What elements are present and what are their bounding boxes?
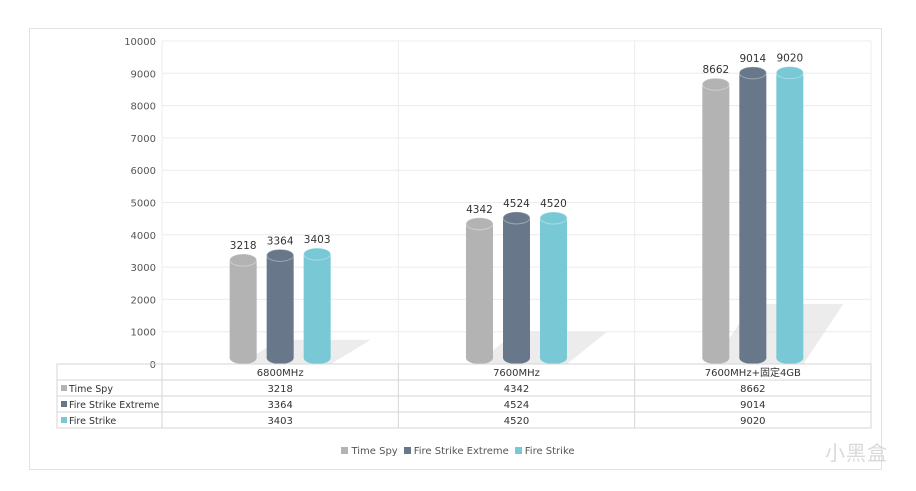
bar-bottom-cap <box>776 352 804 364</box>
watermark-logo: 小黑盒 <box>825 437 888 466</box>
legend-label: Fire Strike Extreme <box>413 446 509 457</box>
bar <box>540 218 567 358</box>
y-tick-label: 3000 <box>131 263 156 274</box>
data-label: 3218 <box>230 240 257 252</box>
data-label: 3364 <box>267 235 294 247</box>
table-cell: 4524 <box>504 400 529 411</box>
data-label: 4342 <box>466 204 493 216</box>
table-series-label: Fire Strike <box>69 416 116 427</box>
bar-top-cap <box>775 66 804 80</box>
table-cell: 9014 <box>740 400 765 411</box>
bar-bottom-cap <box>739 352 767 364</box>
table-cell: 3364 <box>267 400 292 411</box>
legend-item: Time Spy <box>341 446 398 457</box>
bar <box>466 223 493 358</box>
watermark-text: 小黑盒 <box>825 441 888 465</box>
x-tick-label: 6800MHz <box>257 368 304 379</box>
y-tick-label: 0 <box>150 360 156 371</box>
data-label: 9020 <box>776 53 803 65</box>
bar <box>503 217 530 358</box>
table-series-label: Time Spy <box>68 384 113 395</box>
y-tick-label: 5000 <box>131 199 156 210</box>
table-cell: 3218 <box>267 384 292 395</box>
bar-top-cap <box>266 248 295 262</box>
legend-label: Time Spy <box>351 446 398 457</box>
bar <box>776 72 804 359</box>
y-tick-label: 8000 <box>131 102 156 113</box>
bar-top-cap <box>229 253 258 267</box>
y-tick-label: 4000 <box>131 231 156 242</box>
bar <box>229 260 257 358</box>
table-legend-key <box>61 401 67 407</box>
table-cell: 3403 <box>267 416 292 427</box>
y-tick-label: 2000 <box>131 295 156 306</box>
table-legend-key <box>61 417 67 423</box>
bar-top-cap <box>701 77 730 91</box>
bar-top-cap <box>465 217 494 231</box>
legend-item: Fire Strike Extreme <box>403 446 509 457</box>
table-cell: 8662 <box>740 384 765 395</box>
y-tick-label: 10000 <box>124 37 156 48</box>
bar <box>303 254 331 358</box>
legend-item: Fire Strike <box>514 446 575 457</box>
table-cell: 4342 <box>504 384 529 395</box>
table-cell: 9020 <box>740 416 765 427</box>
legend-label: Fire Strike <box>524 446 575 457</box>
y-tick-label: 7000 <box>131 134 156 145</box>
data-label: 3403 <box>304 234 331 246</box>
bar-bottom-cap <box>540 352 567 364</box>
table-cell: 4520 <box>504 416 529 427</box>
y-tick-label: 1000 <box>131 328 156 339</box>
y-tick-label: 9000 <box>131 69 156 80</box>
bar-bottom-cap <box>503 352 530 364</box>
table-legend-key <box>61 385 67 391</box>
data-label: 4524 <box>503 198 530 210</box>
bar-bottom-cap <box>266 352 294 364</box>
legend-swatch <box>341 447 349 454</box>
bar <box>739 72 767 358</box>
x-tick-label: 7600MHz <box>493 368 540 379</box>
chart-frame <box>29 28 882 470</box>
legend-swatch <box>403 447 411 454</box>
data-label: 9014 <box>739 53 766 65</box>
y-tick-label: 6000 <box>131 166 156 177</box>
data-label: 8662 <box>702 64 729 76</box>
table-series-label: Fire Strike Extreme <box>69 400 159 411</box>
chart-legend: Time Spy Fire Strike Extreme Fire Strike <box>0 446 916 457</box>
x-tick-label: 7600MHz+固定4GB <box>705 366 801 379</box>
bar-bottom-cap <box>229 352 257 364</box>
bar-bottom-cap <box>466 352 493 364</box>
data-label: 4520 <box>540 198 567 210</box>
bar-top-cap <box>502 211 531 225</box>
bar-bottom-cap <box>702 352 730 364</box>
bar <box>702 84 730 358</box>
bar-bottom-cap <box>303 352 331 364</box>
bar-top-cap <box>539 211 568 225</box>
bar <box>266 255 294 358</box>
bar-top-cap <box>303 247 332 261</box>
legend-swatch <box>514 447 522 454</box>
bar-top-cap <box>738 66 767 80</box>
